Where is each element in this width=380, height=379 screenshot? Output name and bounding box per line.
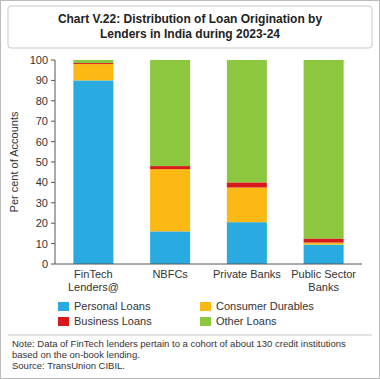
bars <box>73 60 343 264</box>
bar-segment <box>304 243 344 245</box>
y-tick <box>51 202 55 203</box>
note: Note: Data of FinTech lenders pertain to… <box>12 338 346 360</box>
bar-segment <box>73 64 113 80</box>
y-tick-label: 50 <box>36 156 48 168</box>
legend-swatch <box>58 317 69 326</box>
bar-segment <box>150 166 190 169</box>
x-tick-label: FinTechLenders@ <box>68 268 119 293</box>
y-tick-label: 90 <box>36 74 48 86</box>
x-tick-label: Private Banks <box>213 268 281 280</box>
bar-segment <box>150 169 190 231</box>
legend-label: Consumer Durables <box>216 300 314 312</box>
bar-segment <box>73 60 113 63</box>
y-tick <box>51 60 55 61</box>
x-tick-label: NBFCs <box>152 268 188 280</box>
frame <box>1 1 380 379</box>
bar-segment <box>304 245 344 264</box>
bar-segment <box>227 188 267 223</box>
bar-segment <box>73 80 113 264</box>
separator <box>8 335 372 336</box>
legend-label: Other Loans <box>216 315 277 327</box>
y-axis-label: Per cent of Accounts <box>8 111 20 212</box>
y-tick-label: 40 <box>36 176 48 188</box>
y-tick-label: 80 <box>36 95 48 107</box>
bar-segment <box>304 60 344 239</box>
legend-label: Business Loans <box>74 315 152 327</box>
source: Source: TransUnion CIBIL. <box>12 360 125 371</box>
y-tick-label: 30 <box>36 197 48 209</box>
y-tick-label: 100 <box>30 54 48 66</box>
y-tick <box>51 264 55 265</box>
y-tick <box>51 141 55 142</box>
y-tick <box>51 243 55 244</box>
title-box <box>8 6 372 48</box>
x-axis <box>55 264 362 265</box>
y-tick <box>51 162 55 163</box>
y-tick <box>51 121 55 122</box>
bar-segment <box>227 60 267 182</box>
y-tick <box>51 223 55 224</box>
chart: Chart V.22: Distribution of Loan Origina… <box>0 0 380 379</box>
legend-swatch <box>200 302 211 311</box>
bar-segment <box>304 239 344 243</box>
y-tick <box>51 80 55 81</box>
legend-swatch <box>200 317 211 326</box>
y-tick <box>51 100 55 101</box>
bar-segment <box>150 231 190 264</box>
bar-segment <box>150 60 190 166</box>
y-tick-label: 20 <box>36 217 48 229</box>
y-tick-label: 60 <box>36 136 48 148</box>
bar-segment <box>227 222 267 264</box>
y-tick-label: 70 <box>36 115 48 127</box>
y-tick-label: 0 <box>42 258 48 270</box>
legend-swatch <box>58 302 69 311</box>
y-tick-label: 10 <box>36 238 48 250</box>
bar-segment <box>73 63 113 64</box>
x-tick-label: Public SectorBanks <box>291 268 356 293</box>
bar-segment <box>227 182 267 187</box>
legend-label: Personal Loans <box>74 300 151 312</box>
y-tick <box>51 182 55 183</box>
title: Chart V.22: Distribution of Loan Origina… <box>58 12 323 41</box>
